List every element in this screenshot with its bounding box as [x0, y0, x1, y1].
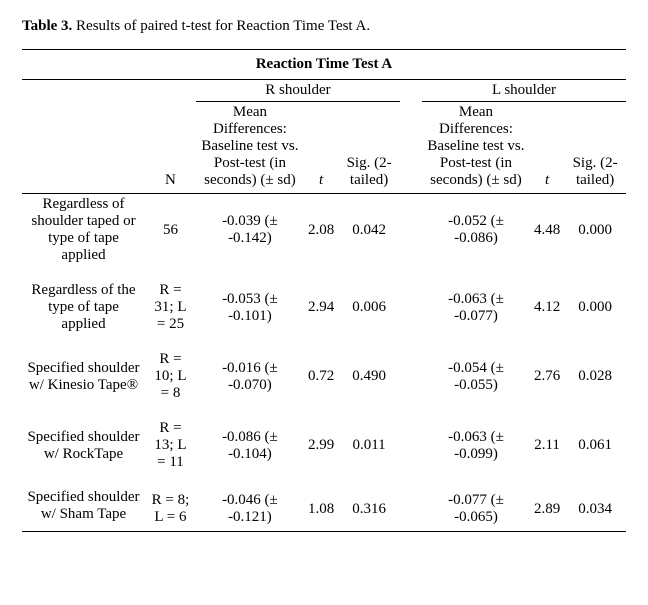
cell-r-sig: 0.042	[338, 194, 400, 267]
cell-l-t: 2.11	[530, 418, 564, 473]
col-head-mean-l: Mean Differences: Baseline test vs. Post…	[422, 102, 530, 194]
cell-r-sig: 0.490	[338, 349, 400, 404]
table-row: Regardless of shoulder taped or type of …	[22, 194, 626, 267]
cell-r-mean: -0.053 (± -0.101)	[196, 280, 304, 335]
cell-r-t: 2.99	[304, 418, 338, 473]
cell-l-sig: 0.028	[564, 349, 626, 404]
cell-l-mean: -0.063 (± -0.099)	[422, 418, 530, 473]
cell-r-t: 0.72	[304, 349, 338, 404]
cell-r-sig: 0.006	[338, 280, 400, 335]
caption-label: Table 3.	[22, 18, 72, 34]
group-head-r: R shoulder	[196, 80, 400, 102]
cell-l-t: 2.89	[530, 487, 564, 532]
row-label: Specified shoulder w/ RockTape	[22, 418, 145, 473]
cell-n: 56	[145, 194, 196, 267]
row-label: Regardless of the type of tape applied	[22, 280, 145, 335]
cell-r-sig: 0.011	[338, 418, 400, 473]
results-table: Reaction Time Test A R shoulder L should…	[22, 49, 626, 532]
col-head-sig-r: Sig. (2-tailed)	[338, 102, 400, 194]
row-label: Specified shoulder w/ Sham Tape	[22, 487, 145, 532]
group-head-l: L shoulder	[422, 80, 626, 102]
cell-r-sig: 0.316	[338, 487, 400, 532]
cell-l-mean: -0.054 (± -0.055)	[422, 349, 530, 404]
cell-r-mean: -0.046 (± -0.121)	[196, 487, 304, 532]
cell-l-t: 4.48	[530, 194, 564, 267]
cell-r-t: 1.08	[304, 487, 338, 532]
cell-l-mean: -0.063 (± -0.077)	[422, 280, 530, 335]
table-row: Regardless of the type of tape applied R…	[22, 280, 626, 335]
row-label: Specified shoulder w/ Kinesio Tape®	[22, 349, 145, 404]
cell-l-sig: 0.061	[564, 418, 626, 473]
table-caption: Table 3. Results of paired t-test for Re…	[22, 18, 626, 35]
cell-l-sig: 0.000	[564, 194, 626, 267]
cell-l-t: 2.76	[530, 349, 564, 404]
cell-r-t: 2.08	[304, 194, 338, 267]
col-head-n: N	[145, 102, 196, 194]
cell-n: R = 10; L = 8	[145, 349, 196, 404]
cell-r-mean: -0.086 (± -0.104)	[196, 418, 304, 473]
cell-r-t: 2.94	[304, 280, 338, 335]
row-label: Regardless of shoulder taped or type of …	[22, 194, 145, 267]
super-title: Reaction Time Test A	[22, 50, 626, 80]
cell-r-mean: -0.016 (± -0.070)	[196, 349, 304, 404]
col-head-t-l: t	[530, 102, 564, 194]
cell-l-mean: -0.077 (± -0.065)	[422, 487, 530, 532]
cell-r-mean: -0.039 (± -0.142)	[196, 194, 304, 267]
cell-l-mean: -0.052 (± -0.086)	[422, 194, 530, 267]
cell-l-t: 4.12	[530, 280, 564, 335]
cell-n: R = 31; L = 25	[145, 280, 196, 335]
col-head-t-r: t	[304, 102, 338, 194]
table-row: Specified shoulder w/ Sham Tape R = 8; L…	[22, 487, 626, 532]
table-row: Specified shoulder w/ RockTape R = 13; L…	[22, 418, 626, 473]
cell-l-sig: 0.034	[564, 487, 626, 532]
table-row: Specified shoulder w/ Kinesio Tape® R = …	[22, 349, 626, 404]
cell-n: R = 8; L = 6	[145, 487, 196, 532]
col-head-mean-r: Mean Differences: Baseline test vs. Post…	[196, 102, 304, 194]
caption-text: Results of paired t-test for Reaction Ti…	[72, 18, 370, 34]
cell-n: R = 13; L = 11	[145, 418, 196, 473]
col-head-sig-l: Sig. (2-tailed)	[564, 102, 626, 194]
cell-l-sig: 0.000	[564, 280, 626, 335]
